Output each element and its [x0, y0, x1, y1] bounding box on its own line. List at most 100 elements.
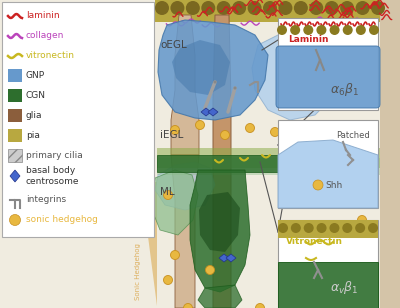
Circle shape	[277, 25, 287, 35]
Circle shape	[234, 87, 236, 90]
Circle shape	[10, 214, 20, 225]
Text: iEGL: iEGL	[160, 130, 183, 140]
Text: collagen: collagen	[26, 31, 64, 40]
FancyBboxPatch shape	[278, 220, 378, 238]
Circle shape	[371, 1, 385, 15]
Circle shape	[170, 1, 184, 15]
Text: Sonic Hedgehog: Sonic Hedgehog	[135, 243, 141, 300]
Circle shape	[286, 191, 294, 200]
Circle shape	[155, 1, 169, 15]
Circle shape	[290, 25, 300, 35]
Text: pia: pia	[26, 132, 40, 140]
Circle shape	[309, 1, 323, 15]
Circle shape	[306, 125, 314, 135]
Circle shape	[206, 265, 214, 274]
Polygon shape	[278, 262, 378, 308]
Circle shape	[278, 223, 288, 233]
Circle shape	[263, 1, 277, 15]
Circle shape	[355, 223, 365, 233]
Circle shape	[313, 180, 323, 190]
Circle shape	[358, 216, 366, 225]
Circle shape	[186, 1, 200, 15]
Text: Shh: Shh	[325, 180, 342, 189]
Circle shape	[196, 120, 204, 129]
Circle shape	[291, 223, 301, 233]
Text: Laminin: Laminin	[288, 35, 328, 44]
Circle shape	[343, 25, 353, 35]
Text: laminin: laminin	[26, 11, 60, 21]
Circle shape	[336, 265, 344, 274]
Circle shape	[278, 1, 292, 15]
Text: oEGL: oEGL	[160, 40, 187, 50]
Circle shape	[340, 1, 354, 15]
FancyBboxPatch shape	[278, 120, 378, 208]
Circle shape	[248, 1, 262, 15]
Circle shape	[325, 1, 339, 15]
Circle shape	[232, 1, 246, 15]
Polygon shape	[190, 170, 250, 292]
Circle shape	[214, 80, 216, 83]
Circle shape	[217, 1, 231, 15]
Polygon shape	[152, 170, 198, 235]
Circle shape	[316, 25, 326, 35]
Circle shape	[358, 136, 366, 144]
Polygon shape	[199, 192, 240, 252]
Circle shape	[164, 191, 172, 200]
Text: GNP: GNP	[26, 71, 45, 80]
Circle shape	[330, 120, 340, 129]
Circle shape	[350, 171, 360, 180]
Polygon shape	[171, 155, 199, 308]
Polygon shape	[213, 15, 231, 308]
Circle shape	[296, 294, 304, 302]
Polygon shape	[157, 158, 380, 175]
Polygon shape	[171, 15, 199, 155]
FancyBboxPatch shape	[8, 89, 22, 102]
Circle shape	[256, 303, 264, 308]
Text: integrins: integrins	[26, 196, 66, 205]
Circle shape	[342, 223, 352, 233]
Text: glia: glia	[26, 111, 42, 120]
Circle shape	[354, 241, 362, 249]
Circle shape	[330, 223, 340, 233]
FancyBboxPatch shape	[8, 109, 22, 122]
Circle shape	[356, 25, 366, 35]
FancyBboxPatch shape	[8, 149, 22, 162]
Polygon shape	[226, 254, 236, 262]
Circle shape	[330, 25, 340, 35]
Circle shape	[164, 275, 172, 285]
Circle shape	[304, 223, 314, 233]
Polygon shape	[219, 254, 229, 262]
Polygon shape	[252, 35, 335, 120]
Polygon shape	[157, 148, 380, 168]
Circle shape	[336, 185, 344, 194]
Circle shape	[246, 124, 254, 132]
Text: Vitronectin: Vitronectin	[286, 237, 343, 246]
Circle shape	[316, 223, 326, 233]
Circle shape	[170, 125, 180, 135]
FancyBboxPatch shape	[380, 0, 400, 308]
Text: basal body
centrosome: basal body centrosome	[26, 166, 80, 186]
Polygon shape	[198, 285, 242, 308]
Text: Patched: Patched	[336, 131, 370, 140]
Text: ML: ML	[160, 187, 175, 197]
FancyBboxPatch shape	[155, 0, 380, 22]
Circle shape	[201, 1, 215, 15]
Text: $\alpha_6\beta_1$: $\alpha_6\beta_1$	[330, 82, 359, 99]
Circle shape	[356, 1, 370, 15]
Text: vitronectin: vitronectin	[26, 51, 75, 60]
Circle shape	[184, 303, 192, 308]
FancyBboxPatch shape	[276, 46, 380, 108]
Text: CGN: CGN	[26, 91, 46, 100]
Text: primary cilia: primary cilia	[26, 152, 83, 160]
Circle shape	[303, 25, 313, 35]
Circle shape	[270, 128, 280, 136]
Text: sonic hedgehog: sonic hedgehog	[26, 216, 98, 225]
Circle shape	[220, 131, 230, 140]
FancyBboxPatch shape	[278, 220, 378, 308]
FancyBboxPatch shape	[8, 69, 22, 82]
FancyBboxPatch shape	[2, 2, 154, 237]
Text: $\alpha_v\beta_1$: $\alpha_v\beta_1$	[330, 279, 358, 297]
Polygon shape	[278, 140, 378, 208]
FancyBboxPatch shape	[278, 18, 378, 110]
Circle shape	[369, 25, 379, 35]
